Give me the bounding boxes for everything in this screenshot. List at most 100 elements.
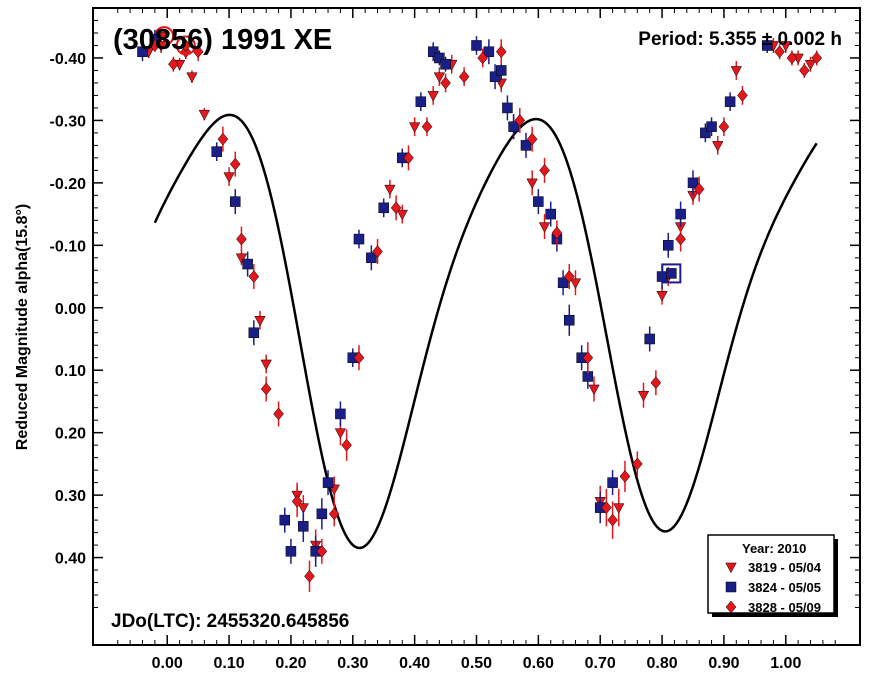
data-point xyxy=(495,65,507,76)
chart-title: (30856) 1991 XE xyxy=(113,24,332,56)
data-point xyxy=(551,226,563,240)
data-point xyxy=(322,477,334,488)
data-point xyxy=(279,514,290,526)
data-point xyxy=(539,163,550,177)
data-point xyxy=(582,351,594,365)
data-point xyxy=(415,96,427,107)
data-point xyxy=(211,146,222,157)
y-tick-label: -0.10 xyxy=(50,238,87,255)
data-point xyxy=(421,120,433,134)
fit-curve xyxy=(153,113,818,550)
data-point xyxy=(774,45,785,59)
data-point xyxy=(619,469,631,483)
data-point xyxy=(712,141,724,152)
y-axis-label: Reduced Magnitude alpha(15.8°) xyxy=(14,204,31,450)
data-point xyxy=(297,503,309,514)
legend-marker xyxy=(725,562,737,574)
data-point xyxy=(780,41,792,52)
data-point xyxy=(390,201,402,215)
data-point xyxy=(291,494,303,508)
data-point xyxy=(248,327,260,338)
x-tick-label: 0.60 xyxy=(523,655,554,672)
x-tick-label: 0.10 xyxy=(214,655,245,672)
data-point xyxy=(434,52,445,64)
data-point xyxy=(217,132,229,146)
data-point xyxy=(799,64,810,77)
data-point xyxy=(235,253,248,265)
data-point xyxy=(631,457,643,471)
data-point xyxy=(254,316,266,327)
data-point xyxy=(761,40,773,51)
data-point xyxy=(298,521,309,532)
highlight-marker-outline xyxy=(175,35,196,56)
data-point xyxy=(495,45,507,59)
data-point xyxy=(384,184,396,196)
data-point xyxy=(440,76,451,90)
data-point xyxy=(675,232,686,246)
legend-label: 3824 - 05/05 xyxy=(748,580,821,595)
data-point xyxy=(569,278,582,290)
y-tick-label: -0.30 xyxy=(50,113,87,130)
data-point xyxy=(520,140,532,151)
y-tick-label: 0.20 xyxy=(55,426,86,443)
highlight-point xyxy=(180,39,192,52)
fit-curve-layer xyxy=(153,113,818,550)
data-point xyxy=(526,178,538,190)
data-point xyxy=(613,503,625,514)
data-point xyxy=(433,72,446,83)
data-point xyxy=(328,507,340,521)
legend-label: 3828 - 05/09 xyxy=(748,600,821,615)
x-tick-label: 0.90 xyxy=(708,655,739,672)
data-point xyxy=(236,232,247,246)
data-point xyxy=(588,384,600,396)
y-tick-label: 0.10 xyxy=(55,363,86,380)
highlight-marker xyxy=(661,263,682,284)
data-point xyxy=(230,196,241,207)
data-point xyxy=(403,151,414,165)
data-point xyxy=(260,359,272,371)
data-point xyxy=(353,233,365,245)
data-point xyxy=(396,209,408,221)
data-point xyxy=(378,202,389,214)
data-point xyxy=(335,408,346,420)
y-tick-label: -0.40 xyxy=(50,51,87,68)
legend-marker xyxy=(725,600,737,614)
data-point xyxy=(508,121,519,132)
data-points-layer xyxy=(137,26,823,592)
data-point xyxy=(737,89,748,102)
legend-title: Year: 2010 xyxy=(742,541,806,556)
data-point xyxy=(563,270,575,283)
x-tick-label: 0.40 xyxy=(399,655,430,672)
data-point xyxy=(644,333,655,345)
data-point xyxy=(285,546,297,557)
x-tick-label: 0.00 xyxy=(152,655,183,672)
data-point xyxy=(786,51,798,65)
period-label: Period: 5.355 ± 0.002 h xyxy=(638,29,842,50)
data-point xyxy=(700,127,711,139)
data-point xyxy=(366,252,377,264)
data-point xyxy=(601,501,612,514)
legend-label: 3819 - 05/04 xyxy=(748,560,822,575)
y-tick-label: 0.30 xyxy=(55,488,86,505)
data-point xyxy=(502,102,513,114)
data-point xyxy=(637,390,650,402)
data-point xyxy=(229,157,241,171)
data-point xyxy=(650,376,662,390)
x-tick-label: 0.50 xyxy=(461,655,492,672)
data-point xyxy=(564,315,575,326)
y-tick-label: -0.20 xyxy=(50,176,87,193)
legend-marker xyxy=(725,581,737,593)
legend-box xyxy=(707,534,835,614)
highlight-point xyxy=(158,31,170,43)
data-point xyxy=(675,208,686,220)
data-point xyxy=(168,57,179,71)
data-point xyxy=(248,270,260,283)
data-point xyxy=(607,513,618,527)
data-point xyxy=(477,51,489,65)
data-point xyxy=(607,477,618,488)
data-point xyxy=(353,351,365,365)
x-tick-label: 0.30 xyxy=(337,655,368,672)
data-point xyxy=(514,114,526,127)
